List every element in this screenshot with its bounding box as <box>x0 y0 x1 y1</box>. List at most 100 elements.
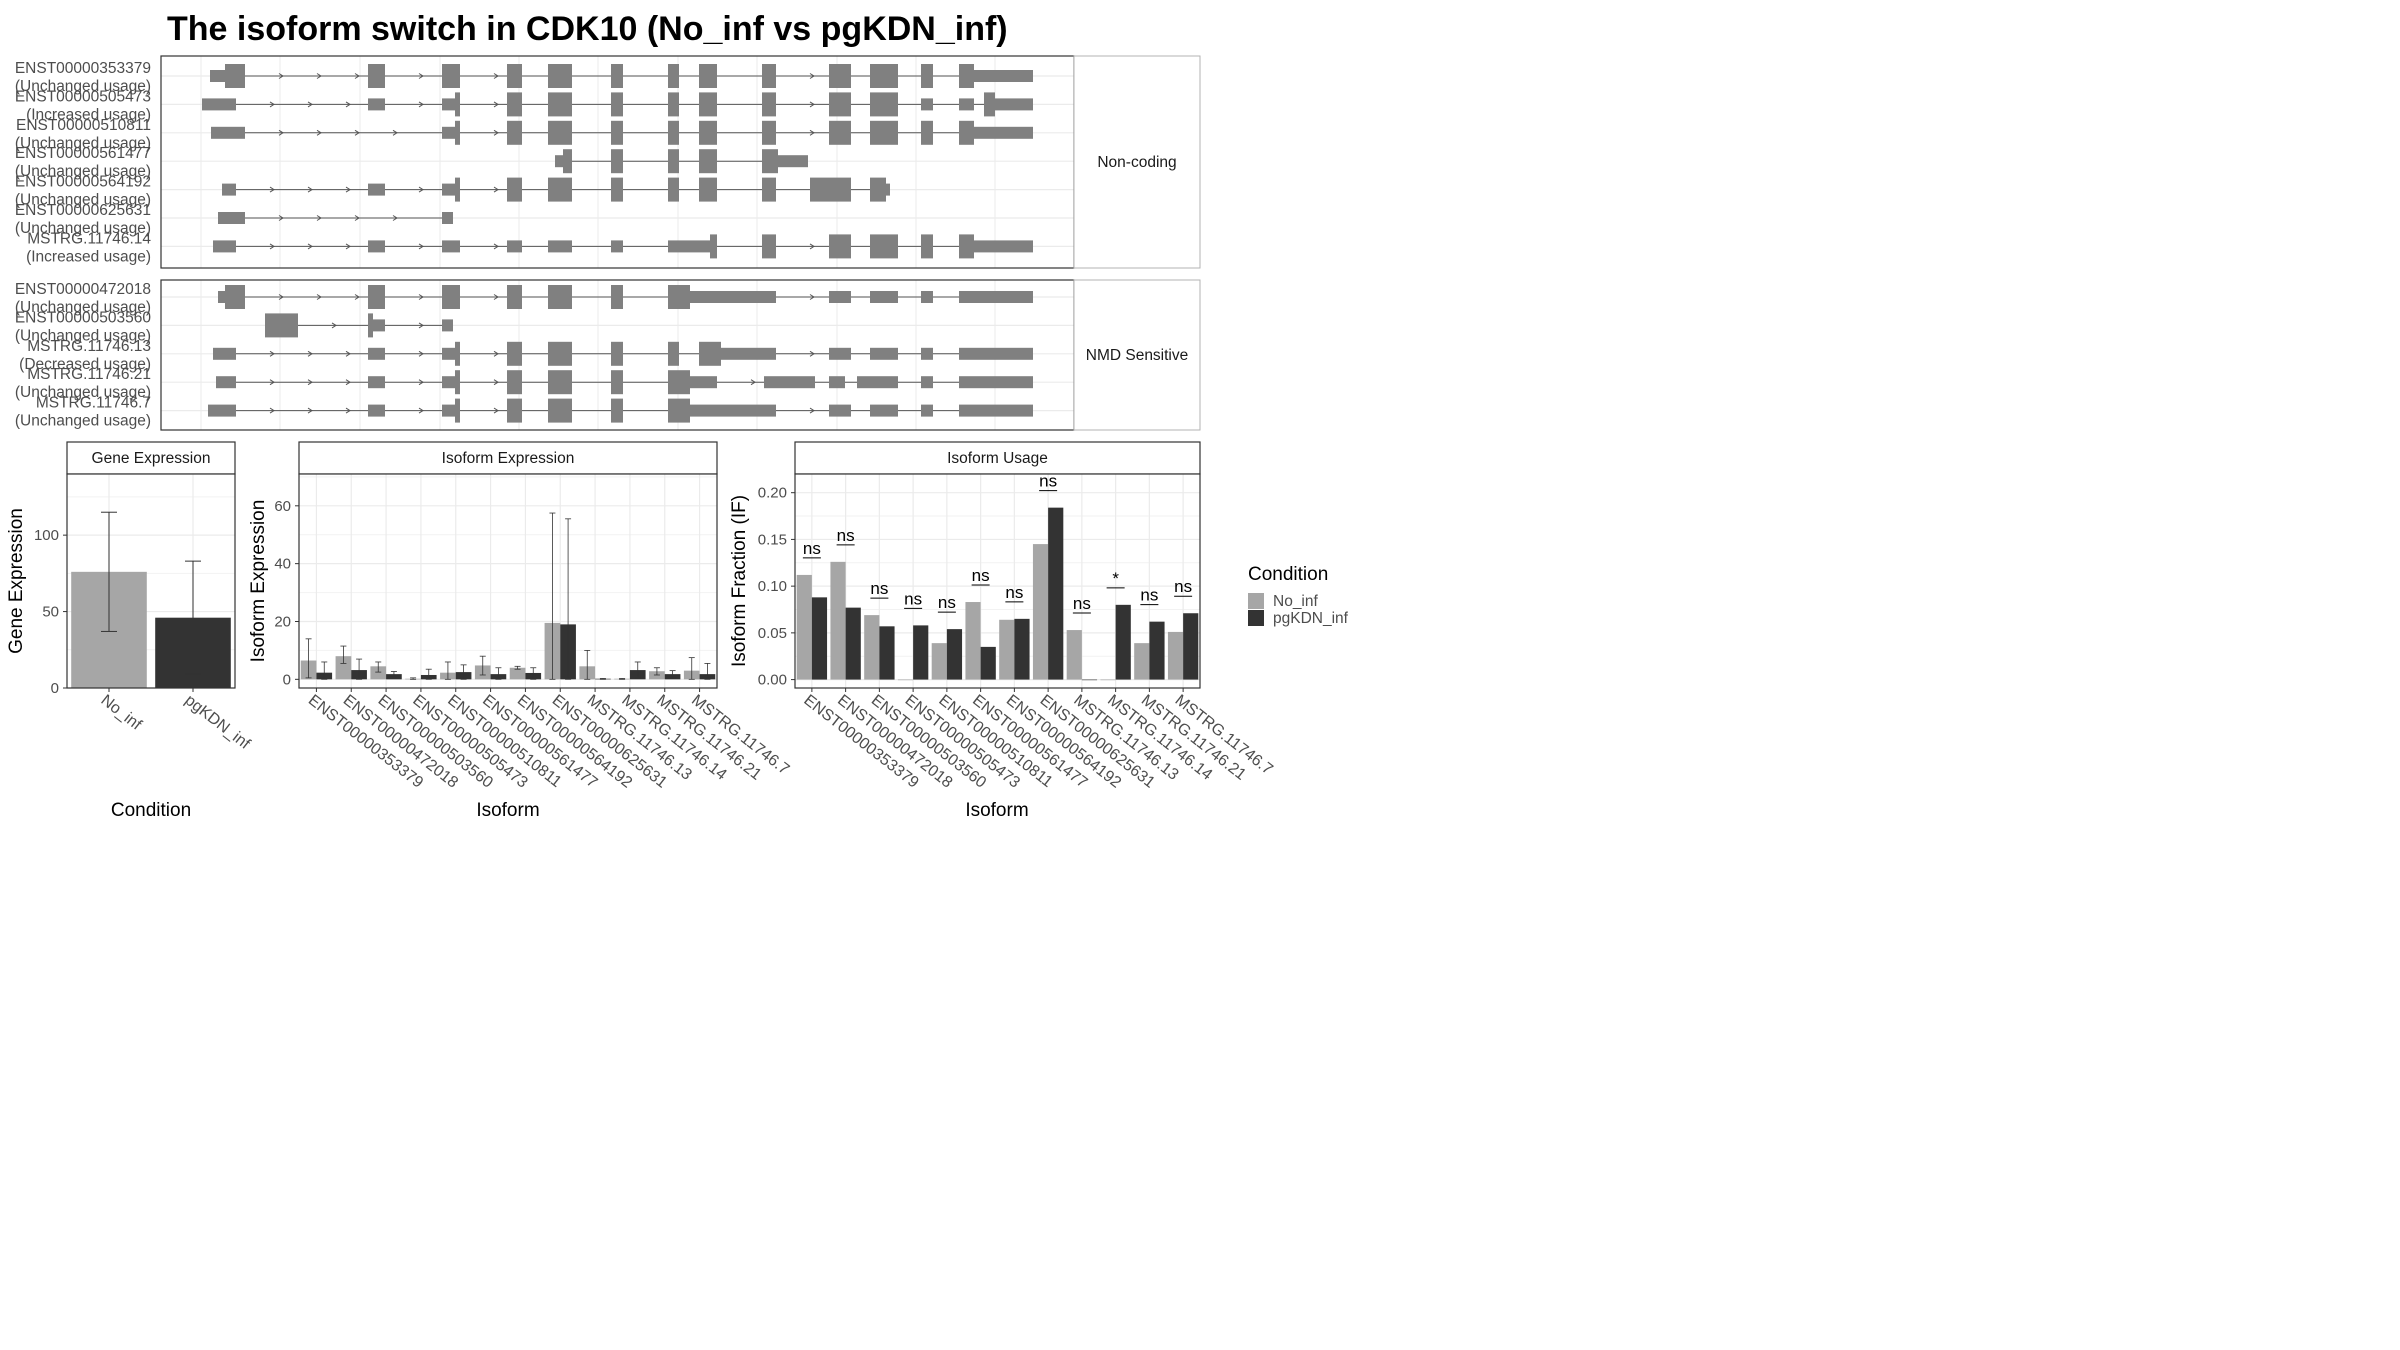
exon-block <box>668 370 690 395</box>
y-tick-label: 60 <box>274 498 291 515</box>
exon-block <box>368 64 385 88</box>
transcript-label: MSTRG.11746.21 (Unchanged usage) <box>15 366 151 401</box>
significance-label: ns <box>1140 586 1158 605</box>
transcript-id: MSTRG.11746.21 <box>27 366 151 383</box>
facet-strip-label: Gene Expression <box>92 450 211 467</box>
panel-border <box>66 473 236 689</box>
strand-arrow <box>809 101 815 108</box>
strand-arrow <box>307 350 313 357</box>
legend-swatch-No_inf <box>1248 593 1264 609</box>
exon-block <box>368 240 385 253</box>
strand-arrow <box>278 73 284 79</box>
exon-block <box>959 120 974 145</box>
significance-label: ns <box>1039 472 1057 491</box>
transcript-id: ENST00000561477 <box>15 145 151 162</box>
exon-block <box>829 347 851 360</box>
exon-block <box>611 177 623 202</box>
bar <box>913 625 929 680</box>
bar <box>1149 621 1165 680</box>
exon-block <box>829 291 851 303</box>
exon-block <box>690 376 717 389</box>
transcript-usage-status: (Unchanged usage) <box>15 299 151 316</box>
transcript-usage-status: (Unchanged usage) <box>15 384 151 401</box>
x-axis-title: Isoform <box>476 800 539 821</box>
strand-arrow <box>278 294 284 300</box>
exon-block <box>870 120 898 145</box>
bar <box>999 619 1015 680</box>
exon-block <box>810 177 851 202</box>
bar <box>897 679 914 681</box>
strand-arrow <box>269 407 275 414</box>
strand-arrow <box>316 215 322 221</box>
bar <box>1048 507 1064 680</box>
transcript-usage-status: (Unchanged usage) <box>15 135 151 152</box>
strand-arrow <box>278 215 284 221</box>
exon-block <box>368 183 385 196</box>
exon-block <box>611 240 623 253</box>
exon-block <box>265 313 298 338</box>
strand-arrow <box>354 215 360 221</box>
y-tick-label: 50 <box>42 604 59 621</box>
panel-border <box>298 473 718 689</box>
exon-block <box>870 291 898 303</box>
exon-block <box>222 183 236 196</box>
exon-block <box>921 234 933 259</box>
exon-block <box>959 376 1033 389</box>
significance-label: ns <box>870 579 888 598</box>
exon-block <box>455 177 460 202</box>
structure-panel-0: ENST00000353379 (Unchanged usage)ENST0000… <box>15 55 1201 269</box>
facet-strip <box>1073 279 1201 431</box>
exon-block <box>762 177 776 202</box>
strand-arrow <box>331 322 337 329</box>
exon-block <box>921 120 933 145</box>
strand-arrow <box>269 186 275 193</box>
exon-block <box>921 347 933 360</box>
exon-block <box>974 70 1033 82</box>
bar <box>845 607 861 680</box>
exon-block <box>921 64 933 88</box>
strand-arrow <box>493 129 499 136</box>
strand-arrow <box>418 350 424 357</box>
exon-block <box>548 92 572 117</box>
strand-arrow <box>418 243 424 250</box>
significance-label: ns <box>972 566 990 585</box>
transcript-id: ENST00000503560 <box>15 309 152 326</box>
transcript-label: MSTRG.11746.7 (Unchanged usage) <box>15 395 151 430</box>
bar <box>946 629 963 680</box>
exon-block <box>699 341 721 366</box>
significance-label: * <box>1112 569 1119 588</box>
exon-block <box>442 98 455 111</box>
exon-block <box>762 120 776 145</box>
transcript-label: ENST00000505473 (Increased usage) <box>15 88 151 123</box>
bar <box>864 615 880 680</box>
transcript-structure-plot: ENST00000353379 (Unchanged usage)ENST0000… <box>15 55 1201 431</box>
transcript-id: ENST00000353379 <box>15 60 151 77</box>
exon-block <box>210 70 225 82</box>
y-tick-label: 20 <box>274 613 291 630</box>
exon-block <box>699 64 717 88</box>
bar <box>965 602 981 680</box>
facet-strip <box>66 441 236 475</box>
exon-block <box>611 64 623 88</box>
exon-block <box>886 183 890 196</box>
exon-block <box>921 98 933 111</box>
exon-block <box>507 92 522 117</box>
exon-block <box>368 376 385 389</box>
exon-block <box>778 155 808 168</box>
significance-label: ns <box>1174 577 1192 596</box>
y-tick-label: 100 <box>34 527 59 544</box>
exon-block <box>829 234 851 259</box>
y-tick-label: 0.05 <box>758 625 787 642</box>
exon-block <box>213 347 236 360</box>
transcript-id: ENST00000505473 <box>15 88 151 105</box>
transcript-label: ENST00000472018 (Unchanged usage) <box>15 281 151 316</box>
bar <box>509 667 526 680</box>
exon-block <box>218 212 245 224</box>
strand-arrow <box>278 129 284 136</box>
strand-arrow <box>354 129 360 136</box>
exon-block <box>959 291 1033 303</box>
bar <box>1066 630 1082 680</box>
strand-arrow <box>269 350 275 357</box>
strand-arrow <box>269 243 275 250</box>
exon-block <box>507 240 522 253</box>
